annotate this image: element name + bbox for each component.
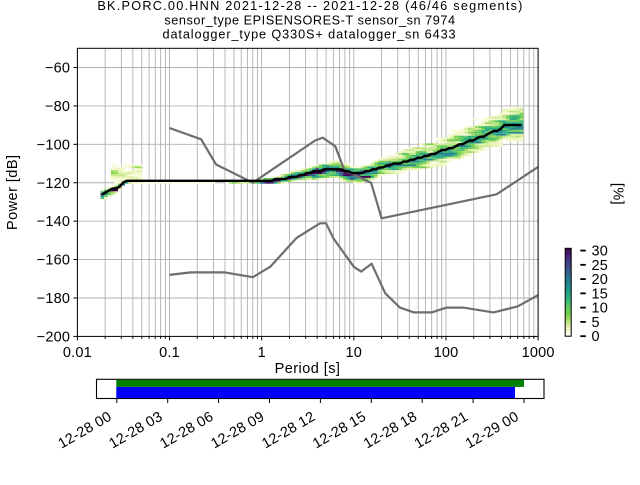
svg-text:−80: −80: [45, 99, 70, 115]
svg-text:−100: −100: [37, 137, 70, 153]
svg-text:−120: −120: [37, 176, 70, 192]
svg-text:1: 1: [258, 345, 266, 361]
svg-text:25: 25: [592, 258, 609, 274]
svg-text:100: 100: [434, 345, 459, 361]
svg-text:Power [dB]: Power [dB]: [5, 155, 21, 230]
svg-text:−140: −140: [37, 214, 70, 230]
svg-text:BK.PORC.00.HNN 2021-12-28 --: BK.PORC.00.HNN 2021-12-28 -- 2021-12-28 …: [97, 0, 523, 13]
svg-text:−180: −180: [37, 291, 70, 307]
svg-text:10: 10: [346, 345, 363, 361]
svg-text:−160: −160: [37, 253, 70, 269]
svg-text:0.1: 0.1: [159, 345, 180, 361]
svg-text:30: 30: [592, 244, 609, 260]
svg-text:10: 10: [592, 301, 609, 317]
svg-text:[%]: [%]: [610, 183, 626, 205]
svg-text:Period [s]: Period [s]: [275, 361, 341, 377]
svg-text:−200: −200: [37, 329, 70, 345]
svg-text:0.01: 0.01: [63, 345, 92, 361]
svg-text:1000: 1000: [522, 345, 555, 361]
svg-text:−60: −60: [45, 61, 70, 77]
svg-text:15: 15: [592, 286, 609, 302]
svg-text:0: 0: [592, 329, 600, 345]
svg-text:datalogger_type Q330S+ datalog: datalogger_type Q330S+ datalogger_sn 643…: [162, 27, 456, 41]
svg-text:5: 5: [592, 315, 600, 331]
svg-text:20: 20: [592, 272, 609, 288]
svg-text:sensor_type EPISENSORES-T sens: sensor_type EPISENSORES-T sensor_sn 7974: [164, 14, 455, 28]
